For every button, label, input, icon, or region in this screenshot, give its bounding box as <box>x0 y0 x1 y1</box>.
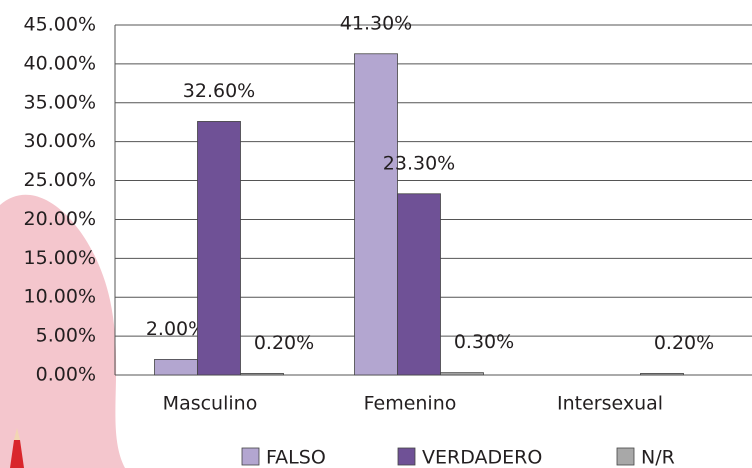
y-tick-label: 0.00% <box>36 364 96 386</box>
value-label: 23.30% <box>383 152 455 174</box>
y-tick-label: 40.00% <box>24 52 96 74</box>
value-label: 32.60% <box>183 80 255 102</box>
bar <box>198 121 241 375</box>
value-label: 0.20% <box>654 332 714 354</box>
x-tick-label: Intersexual <box>557 393 663 415</box>
y-tick-label: 30.00% <box>24 130 96 152</box>
bar <box>398 194 441 375</box>
legend-swatch <box>617 448 634 465</box>
bar <box>155 359 198 375</box>
value-label: 0.30% <box>454 331 514 353</box>
x-tick-label: Masculino <box>163 393 258 415</box>
legend-label: FALSO <box>266 447 326 468</box>
bar <box>441 373 484 375</box>
y-tick-label: 20.00% <box>24 208 96 230</box>
bar <box>641 373 684 375</box>
y-tick-label: 10.00% <box>24 286 96 308</box>
bar <box>241 373 284 375</box>
legend-swatch <box>398 448 415 465</box>
y-tick-label: 15.00% <box>24 247 96 269</box>
legend-label: VERDADERO <box>422 447 542 468</box>
y-tick-label: 45.00% <box>24 14 96 36</box>
chart: 0.00% 5.00% 10.00% 15.00% 20.00% 25.00% 30.00%… <box>0 0 752 468</box>
x-tick-label: Femenino <box>364 393 457 415</box>
legend-label: N/R <box>641 447 675 468</box>
y-tick-label: 35.00% <box>24 91 96 113</box>
value-label: 41.30% <box>340 12 412 34</box>
value-label: 0.20% <box>254 332 314 354</box>
legend-swatch <box>242 448 259 465</box>
bar <box>355 54 398 375</box>
y-tick-label: 5.00% <box>36 325 96 347</box>
y-tick-label: 25.00% <box>24 169 96 191</box>
